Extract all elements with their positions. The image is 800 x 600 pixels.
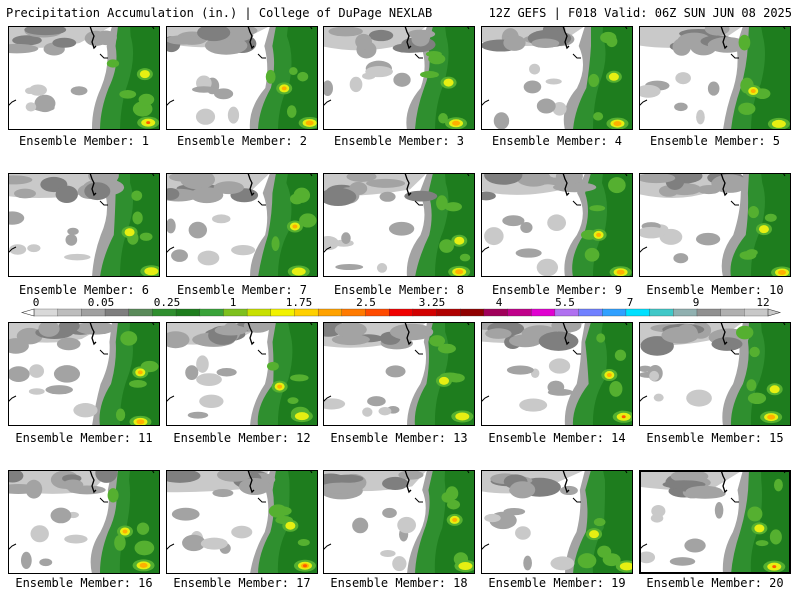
legend-swatch: [507, 308, 532, 317]
ensemble-member-map[interactable]: [639, 322, 791, 426]
ensemble-member-label: Ensemble Member: 4: [491, 134, 623, 148]
legend-swatch: [294, 308, 319, 317]
ensemble-member-map[interactable]: [323, 322, 475, 426]
legend-swatch: [199, 308, 224, 317]
legend-swatch: [365, 308, 390, 317]
model-valid-time: 12Z GEFS | F018 Valid: 06Z SUN JUN 08 20…: [488, 6, 792, 20]
legend-swatch: [460, 308, 485, 317]
ensemble-member-label: Ensemble Member: 3: [333, 134, 465, 148]
legend-right-arrow: [767, 308, 782, 317]
legend-swatch: [57, 308, 82, 317]
ensemble-member-map[interactable]: [8, 470, 160, 574]
ensemble-member-label: Ensemble Member: 2: [176, 134, 308, 148]
legend-tick-label: 7: [627, 296, 634, 309]
legend-swatch: [128, 308, 153, 317]
legend-tick-label: 0.05: [88, 296, 115, 309]
legend-tick-label: 1.75: [286, 296, 313, 309]
ensemble-member-label: Ensemble Member: 14: [488, 431, 626, 445]
ensemble-member-label: Ensemble Member: 12: [173, 431, 311, 445]
ensemble-member-map[interactable]: [323, 470, 475, 574]
ensemble-member-map[interactable]: [323, 26, 475, 130]
ensemble-member-map[interactable]: [166, 470, 318, 574]
legend-tick-label: 3.25: [419, 296, 446, 309]
ensemble-member-label: Ensemble Member: 5: [649, 134, 781, 148]
legend-tick-label: 1: [230, 296, 237, 309]
legend-swatch: [649, 308, 674, 317]
legend-swatch: [602, 308, 627, 317]
legend-swatch: [483, 308, 509, 317]
ensemble-member-map[interactable]: [8, 173, 160, 277]
legend-swatch: [744, 308, 769, 317]
legend-swatch: [720, 308, 745, 317]
legend-swatch: [270, 308, 296, 317]
ensemble-member-map[interactable]: [166, 322, 318, 426]
ensemble-member-map[interactable]: [8, 26, 160, 130]
legend-swatch: [33, 308, 59, 317]
legend-swatch: [317, 308, 343, 317]
ensemble-member-label: Ensemble Member: 19: [488, 576, 626, 590]
legend-swatch: [625, 308, 651, 317]
chart-title: Precipitation Accumulation (in.) | Colle…: [6, 6, 433, 20]
ensemble-member-map[interactable]: [481, 173, 633, 277]
ensemble-member-map[interactable]: [323, 173, 475, 277]
legend-swatch: [104, 308, 130, 317]
legend-swatch: [341, 308, 367, 317]
ensemble-member-label: Ensemble Member: 7: [176, 283, 308, 297]
legend-swatch: [246, 308, 272, 317]
ensemble-member-map[interactable]: [639, 470, 791, 574]
ensemble-member-label: Ensemble Member: 15: [646, 431, 784, 445]
ensemble-member-label: Ensemble Member: 20: [646, 576, 784, 590]
ensemble-member-map[interactable]: [639, 173, 791, 277]
legend-swatch: [175, 308, 201, 317]
precip-color-legend: 0 0.05 0.25 1 1.75 2.5 3.25 4 5.5 7 9 12: [0, 296, 800, 320]
legend-swatch: [389, 308, 414, 317]
legend-swatch: [436, 308, 461, 317]
legend-left-arrow: [20, 308, 35, 317]
legend-tick-label: 9: [693, 296, 700, 309]
ensemble-member-map[interactable]: [481, 26, 633, 130]
legend-swatch: [554, 308, 580, 317]
ensemble-member-label: Ensemble Member: 18: [330, 576, 468, 590]
legend-tick-label: 12: [756, 296, 769, 309]
legend-swatch: [81, 308, 106, 317]
legend-tick-label: 2.5: [356, 296, 376, 309]
ensemble-member-map[interactable]: [481, 322, 633, 426]
legend-swatch: [531, 308, 556, 317]
legend-swatch: [673, 308, 698, 317]
ensemble-member-map[interactable]: [166, 173, 318, 277]
legend-tick-label: 0.25: [154, 296, 181, 309]
ensemble-member-label: Ensemble Member: 13: [330, 431, 468, 445]
legend-svg: 0 0.05 0.25 1 1.75 2.5 3.25 4 5.5 7 9 12: [20, 296, 782, 317]
ensemble-member-map[interactable]: [166, 26, 318, 130]
ensemble-member-map[interactable]: [639, 26, 791, 130]
ensemble-member-label: Ensemble Member: 10: [646, 283, 784, 297]
legend-swatch: [152, 308, 177, 317]
ensemble-member-label: Ensemble Member: 11: [15, 431, 153, 445]
legend-tick-label: 5.5: [555, 296, 575, 309]
ensemble-member-label: Ensemble Member: 8: [333, 283, 465, 297]
legend-swatch: [696, 308, 722, 317]
ensemble-member-map[interactable]: [8, 322, 160, 426]
legend-swatch: [578, 308, 603, 317]
ensemble-member-label: Ensemble Member: 9: [491, 283, 623, 297]
ensemble-member-map[interactable]: [481, 470, 633, 574]
legend-tick-label: 0: [33, 296, 40, 309]
ensemble-member-label: Ensemble Member: 17: [173, 576, 311, 590]
ensemble-member-label: Ensemble Member: 1: [18, 134, 150, 148]
legend-swatch: [412, 308, 438, 317]
ensemble-member-label: Ensemble Member: 16: [15, 576, 153, 590]
ensemble-member-label: Ensemble Member: 6: [18, 283, 150, 297]
legend-tick-label: 4: [496, 296, 503, 309]
legend-swatch: [223, 308, 248, 317]
